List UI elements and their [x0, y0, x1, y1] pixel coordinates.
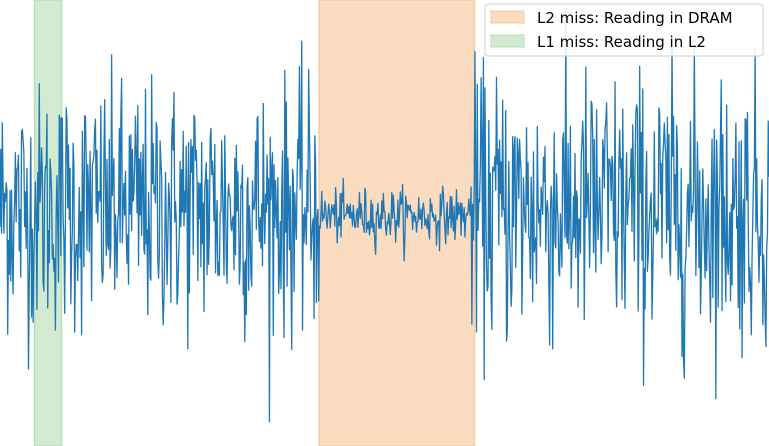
- shaded-regions: [33, 0, 476, 446]
- legend-box: [484, 3, 764, 57]
- legend-label-l1-miss: L1 miss: Reading in L2: [537, 33, 706, 51]
- series-line-0: [0, 6, 769, 423]
- legend-label-l2-miss: L2 miss: Reading in DRAM: [537, 9, 733, 27]
- legend: L2 miss: Reading in DRAM L1 miss: Readin…: [484, 3, 764, 57]
- legend-swatch-l1-miss: [490, 34, 525, 48]
- series-layer: [0, 6, 769, 423]
- legend-swatch-l2-miss: [490, 10, 525, 24]
